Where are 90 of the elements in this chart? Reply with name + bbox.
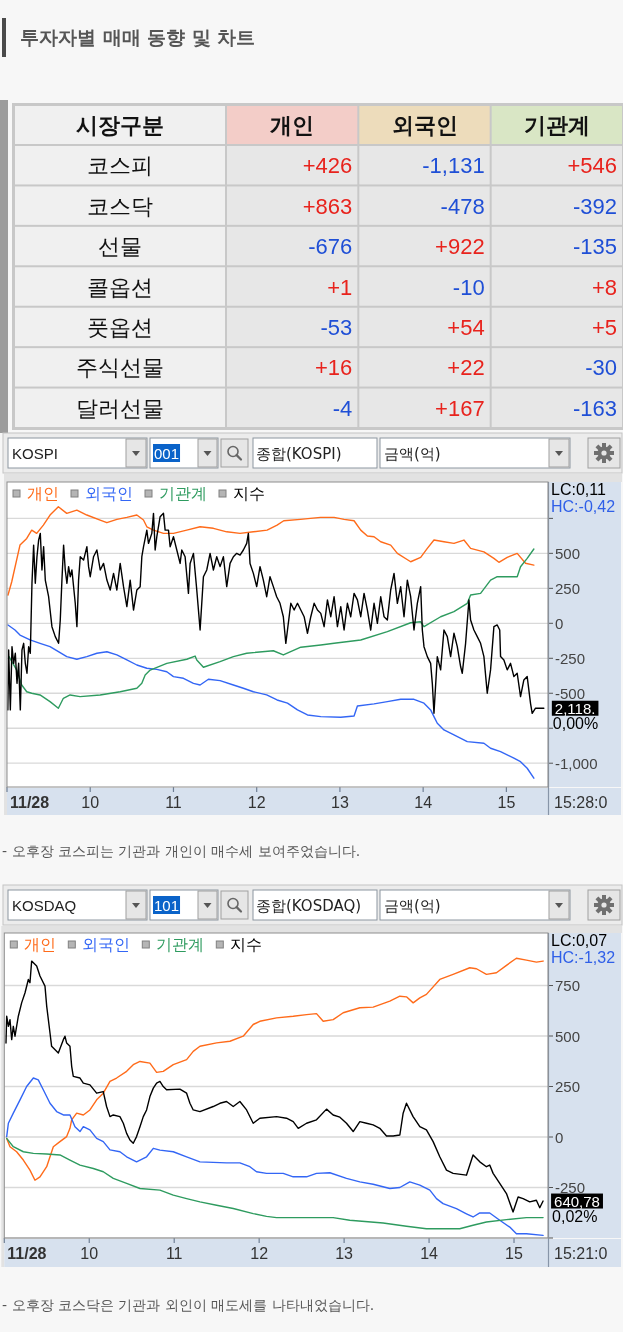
x-tick-label: 외국인 (391, 113, 458, 138)
y-tick-label: 코스닥 (87, 193, 153, 219)
data-label: -478 (440, 193, 485, 219)
data-label: +54 (447, 314, 485, 340)
text: LC:0,07 (551, 932, 608, 949)
x-tick-label: 11 (165, 1245, 183, 1262)
text: 기관계 (159, 484, 207, 503)
data-label: +1 (327, 274, 353, 300)
y-tick-label: 250 (555, 1078, 581, 1096)
text: 001 (154, 444, 180, 462)
x-tick-label: 11/28 (7, 1245, 47, 1262)
data-label: -163 (572, 395, 617, 421)
data-label: +22 (447, 355, 485, 381)
text: 0,00% (552, 714, 599, 732)
annotation: 2,118. (554, 699, 596, 717)
text: 101 (154, 896, 180, 914)
line-series (7, 506, 535, 596)
data-label: +16 (315, 355, 353, 381)
x-tick-label: 14 (414, 794, 433, 811)
data-label: +426 (302, 153, 353, 179)
text: 지수 (233, 484, 265, 503)
data-label: +546 (567, 153, 617, 179)
x-tick-label: 10 (80, 1245, 99, 1262)
data-label: +922 (435, 234, 485, 260)
y-axis-title: 금액(억) (384, 896, 441, 915)
y-tick-label: 주식선물 (76, 355, 164, 381)
y-axis-title: 시장구분 (76, 113, 164, 138)
text: HC:-0,42 (551, 498, 616, 515)
text: 15:28:0 (554, 794, 608, 811)
line-series (8, 548, 535, 709)
chart-subtitle: 종합(KOSDAQ) (256, 896, 362, 915)
x-tick-label: 10 (81, 794, 100, 811)
y-tick-label: 750 (555, 977, 581, 995)
text: 15:21:0 (554, 1245, 608, 1262)
x-tick-label: 11 (165, 794, 182, 811)
y-tick-label: 0 (555, 1128, 564, 1146)
annotation: 640,78 (554, 1192, 600, 1210)
series-label: 개인 (27, 484, 59, 503)
y-tick-label: -250 (555, 649, 586, 667)
text: 외국인 (82, 935, 131, 954)
x-tick-label: 13 (335, 1245, 354, 1262)
data-label: -1,131 (422, 153, 485, 179)
y-tick-label: 풋옵션 (87, 314, 153, 340)
line-series (5, 1077, 544, 1237)
y-tick-label: 500 (555, 544, 581, 562)
y-tick-label: 500 (555, 1027, 581, 1045)
text: - 오후장 코스닥은 기관과 외인이 매도세를 나타내었습니다. (2, 1297, 375, 1313)
x-tick-label: 15 (497, 794, 516, 811)
chart-title: KOSPI (12, 444, 58, 462)
text: 지수 (230, 935, 263, 954)
data-label: +8 (591, 274, 617, 300)
data-label: -10 (452, 274, 485, 300)
data-label: -4 (332, 395, 353, 421)
x-tick-label: 14 (420, 1245, 439, 1262)
y-tick-label: 콜옵션 (87, 274, 153, 300)
y-tick-label: -500 (555, 684, 586, 702)
text: 개인 (24, 935, 57, 954)
text: - 오후장 코스피는 기관과 개인이 매수세 보여주었습니다. (2, 843, 361, 859)
x-tick-label: 15 (505, 1245, 524, 1262)
x-tick-label: 개인 (270, 113, 315, 138)
x-tick-label: 12 (250, 1245, 269, 1262)
line-series (7, 512, 545, 714)
data-label: +5 (591, 314, 617, 340)
text: 기관계 (156, 935, 205, 954)
line-series (7, 624, 535, 779)
y-tick-label: 0 (555, 614, 564, 632)
y-tick-label: 250 (555, 579, 581, 597)
y-tick-label: 선물 (98, 234, 142, 260)
text: 외국인 (85, 484, 133, 503)
data-label: -676 (308, 234, 353, 260)
y-tick-label: -1,000 (555, 754, 598, 772)
x-tick-label: 11/28 (10, 794, 50, 811)
x-tick-label: 기관계 (523, 113, 590, 138)
data-label: +863 (302, 193, 353, 219)
data-label: +167 (435, 395, 485, 421)
y-tick-label: 코스피 (87, 153, 153, 179)
y-tick-label: 달러선물 (76, 395, 164, 421)
line-series (5, 1137, 544, 1230)
data-label: -135 (572, 234, 617, 260)
chart-title: 투자자별 매매 동향 및 차트 (20, 26, 256, 48)
x-tick-label: 13 (331, 794, 349, 811)
data-label: -392 (572, 193, 617, 219)
data-label: -30 (585, 355, 617, 381)
y-axis-title: 금액(억) (384, 444, 441, 463)
text: HC:-1,32 (551, 949, 616, 966)
chart-subtitle: 종합(KOSPI) (256, 444, 342, 463)
text: LC:0,11 (551, 481, 606, 498)
data-label: -53 (320, 314, 353, 340)
chart-title: KOSDAQ (12, 896, 77, 914)
x-tick-label: 12 (247, 794, 266, 811)
